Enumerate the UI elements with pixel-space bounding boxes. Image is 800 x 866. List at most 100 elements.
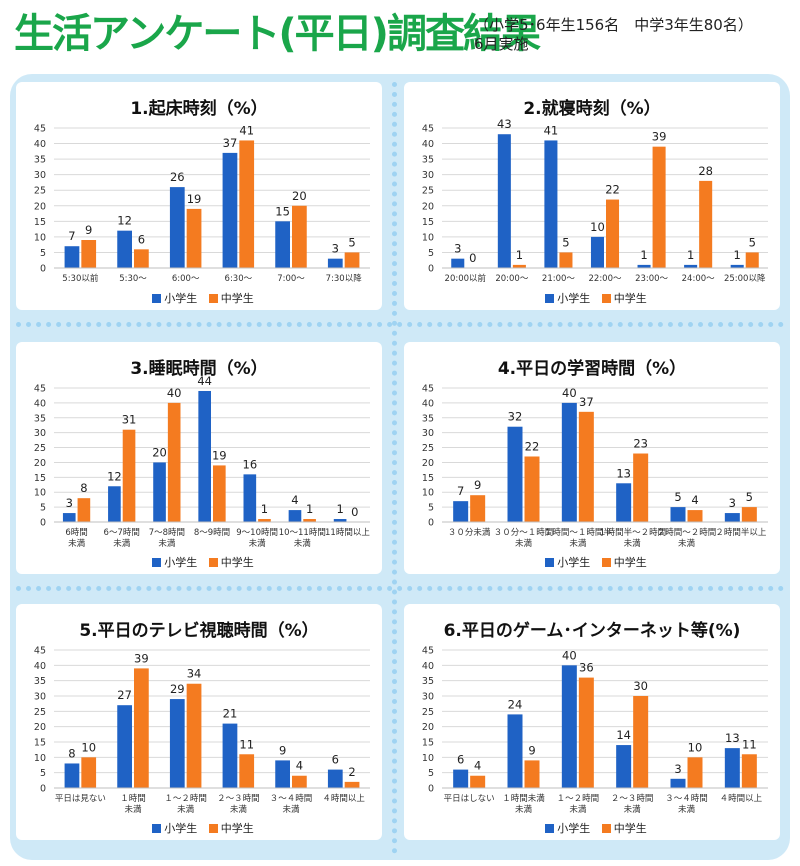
x-tick-label: ２〜３時間 bbox=[611, 794, 654, 804]
x-tick-label: 5:30以前 bbox=[62, 273, 99, 284]
y-tick-label: 0 bbox=[40, 518, 46, 529]
bar-elementary bbox=[117, 705, 132, 788]
data-label: 10 bbox=[688, 740, 703, 754]
bar-junior-high bbox=[122, 429, 136, 522]
legend-swatch-junior-high bbox=[601, 824, 611, 833]
x-tick-label: 未満 bbox=[678, 538, 696, 549]
x-tick-label: 6:00〜 bbox=[172, 274, 200, 284]
bar-elementary bbox=[108, 486, 121, 522]
x-tick-label: 10〜11時間 bbox=[279, 528, 326, 538]
x-tick-label: ２時間半以上 bbox=[715, 527, 767, 538]
y-tick-label: 15 bbox=[422, 738, 434, 749]
y-tick-label: 0 bbox=[428, 784, 434, 795]
data-label: 3 bbox=[729, 496, 736, 510]
x-tick-label: 未満 bbox=[294, 538, 312, 549]
legend-label-elementary: 小学生 bbox=[164, 292, 198, 305]
x-tick-label: ２〜３時間 bbox=[217, 794, 260, 804]
data-label: 6 bbox=[332, 753, 339, 767]
y-tick-label: 5 bbox=[40, 248, 46, 259]
bar-elementary bbox=[453, 501, 469, 522]
y-tick-label: 10 bbox=[422, 753, 434, 764]
y-tick-label: 35 bbox=[422, 676, 434, 687]
data-label: 10 bbox=[81, 740, 96, 754]
data-label: 7 bbox=[457, 484, 464, 498]
data-label: 32 bbox=[508, 410, 523, 424]
x-tick-label: ３０分〜１時間 bbox=[494, 528, 554, 538]
data-label: 37 bbox=[579, 395, 594, 409]
y-tick-label: 15 bbox=[34, 738, 46, 749]
bar-junior-high bbox=[470, 775, 486, 788]
data-label: 22 bbox=[525, 439, 540, 453]
legend-label-junior-high: 中学生 bbox=[613, 556, 647, 569]
data-label: 11 bbox=[742, 737, 757, 751]
data-label: 21 bbox=[223, 707, 238, 721]
subtitle: （小学5･6年生156名 中学3年生80名） 6月実施 bbox=[474, 16, 753, 54]
bar-elementary bbox=[453, 769, 469, 788]
bar-elementary bbox=[544, 140, 558, 268]
bar-elementary bbox=[616, 745, 632, 788]
bar-elementary bbox=[497, 134, 511, 268]
x-tick-label: 平日は見ない bbox=[55, 794, 106, 804]
legend-label-elementary: 小学生 bbox=[557, 556, 591, 569]
chart-legend: 小学生 中学生 bbox=[16, 290, 382, 306]
x-tick-label: 7:00〜 bbox=[277, 274, 305, 284]
data-label: 40 bbox=[562, 648, 577, 662]
bar-junior-high bbox=[81, 240, 97, 268]
y-tick-label: 20 bbox=[422, 722, 434, 733]
bar-elementary bbox=[724, 748, 740, 788]
bar-junior-high bbox=[77, 498, 91, 522]
y-tick-label: 25 bbox=[422, 443, 434, 454]
x-tick-label: １時間〜１時間半 bbox=[544, 527, 613, 538]
x-tick-label: ２時間〜２時間 bbox=[657, 528, 717, 538]
data-label: 5 bbox=[674, 490, 681, 504]
data-label: 5 bbox=[746, 490, 753, 504]
data-label: 6 bbox=[457, 753, 464, 767]
data-label: 28 bbox=[698, 164, 713, 178]
legend-swatch-junior-high bbox=[601, 294, 611, 303]
y-tick-label: 35 bbox=[34, 413, 46, 424]
data-label: 10 bbox=[590, 220, 605, 234]
y-tick-label: 30 bbox=[34, 170, 46, 181]
y-tick-label: 25 bbox=[422, 186, 434, 197]
bar-junior-high bbox=[81, 757, 97, 788]
x-tick-label: 5:30〜 bbox=[119, 274, 147, 284]
bar-elementary bbox=[561, 665, 577, 788]
legend-label-junior-high: 中学生 bbox=[613, 292, 647, 305]
vertical-dotted-divider bbox=[392, 82, 397, 854]
bar-elementary bbox=[670, 778, 686, 788]
y-tick-label: 45 bbox=[422, 124, 434, 135]
data-label: 9 bbox=[279, 743, 286, 757]
bar-junior-high bbox=[633, 696, 649, 788]
data-label: 4 bbox=[291, 493, 298, 507]
x-tick-label: 23:00〜 bbox=[635, 274, 668, 284]
data-label: 12 bbox=[117, 214, 132, 228]
data-label: 1 bbox=[687, 248, 694, 262]
x-tick-label: ３〜４時間 bbox=[665, 794, 708, 804]
legend-swatch-elementary bbox=[545, 824, 555, 833]
bar-elementary bbox=[275, 221, 290, 268]
data-label: 19 bbox=[212, 448, 227, 462]
data-label: 1 bbox=[734, 248, 741, 262]
y-tick-label: 15 bbox=[422, 473, 434, 484]
data-label: 2 bbox=[348, 765, 355, 779]
chart-title: 1.起床時刻（%） bbox=[130, 99, 268, 119]
data-label: 30 bbox=[633, 679, 648, 693]
y-tick-label: 30 bbox=[422, 428, 434, 439]
bar-junior-high bbox=[741, 507, 757, 522]
x-tick-label: 未満 bbox=[624, 538, 642, 549]
bar-junior-high bbox=[578, 411, 594, 522]
x-tick-label: 20:00以前 bbox=[445, 273, 487, 284]
y-tick-label: 20 bbox=[34, 458, 46, 469]
chart-legend: 小学生 中学生 bbox=[16, 554, 382, 570]
x-tick-label: 11時間以上 bbox=[325, 528, 370, 538]
data-label: 4 bbox=[296, 759, 303, 773]
legend-swatch-elementary bbox=[545, 558, 555, 567]
legend-swatch-elementary bbox=[545, 294, 555, 303]
y-tick-label: 10 bbox=[34, 753, 46, 764]
bar-elementary bbox=[62, 513, 76, 522]
bar-elementary bbox=[451, 258, 465, 268]
bar-junior-high bbox=[186, 208, 202, 268]
x-tick-label: 6〜7時間 bbox=[104, 528, 140, 538]
x-tick-label: ３０分未満 bbox=[448, 527, 491, 538]
chart-panel-game-internet: 6.平日のゲーム･インターネット等(%) 0 5 10 15 20 25 30 35 40 45 6… bbox=[404, 604, 780, 840]
